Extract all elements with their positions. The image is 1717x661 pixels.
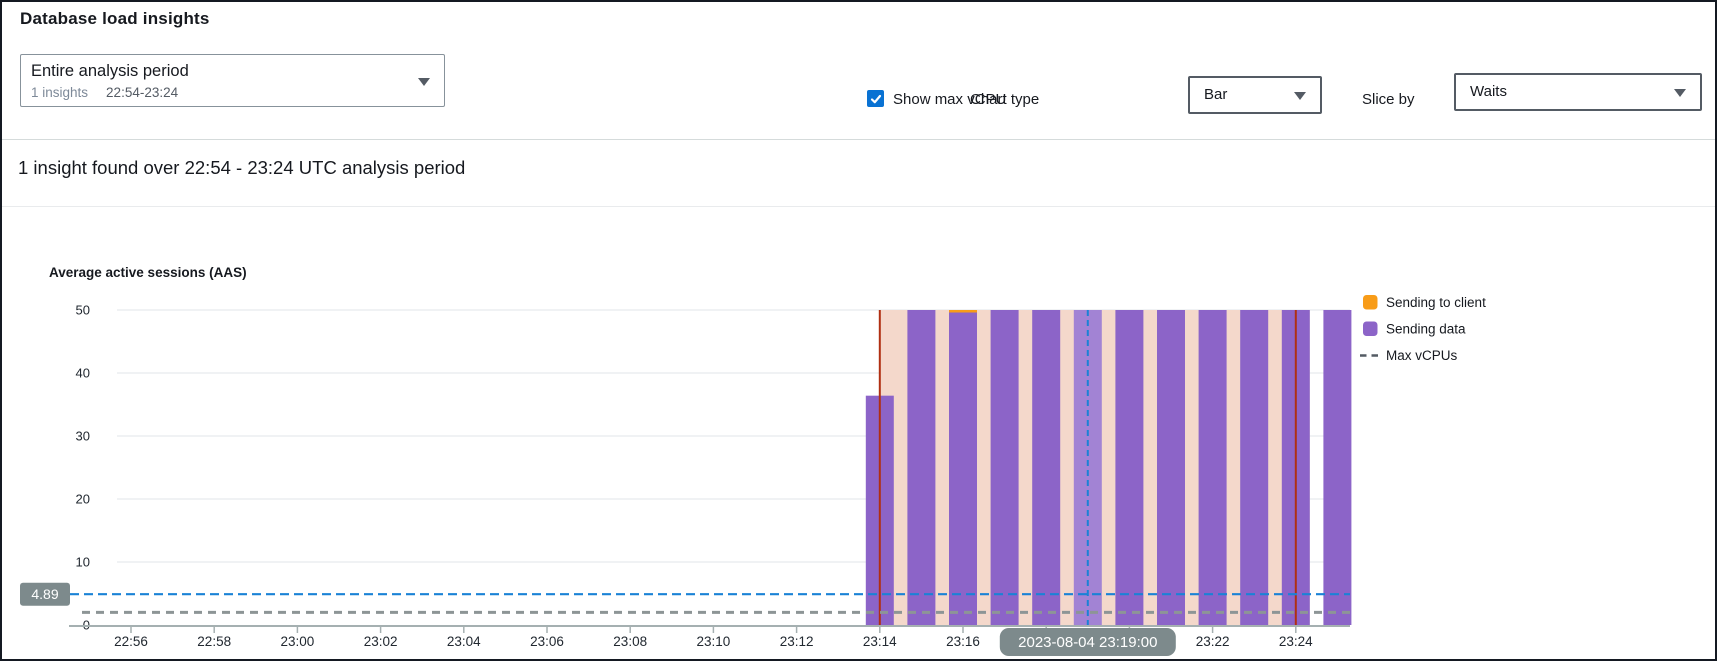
y-axis-tick-label: 40 [76, 366, 90, 381]
insight-summary-text: 1 insight found over 22:54 - 23:24 UTC a… [18, 157, 466, 178]
chevron-down-icon [1674, 89, 1686, 97]
slice-by-label: Slice by [1362, 91, 1415, 108]
y-axis-tick-label: 30 [76, 429, 90, 444]
bar-segment-sending-to-client[interactable] [949, 310, 977, 313]
show-max-vcpu-label: Show max vCPU [893, 91, 1007, 108]
y-axis-tick-label: 50 [76, 303, 90, 318]
legend-item-label: Sending data [1386, 322, 1466, 337]
x-axis-tick-label: 23:02 [364, 634, 398, 649]
aas-value-badge-label: 4.89 [31, 586, 58, 602]
bar-segment-sending-data[interactable] [1115, 310, 1144, 625]
bar-segment-sending-data[interactable] [1032, 310, 1061, 625]
bar-segment-sending-data[interactable] [1157, 310, 1185, 625]
legend-item-label: Sending to client [1386, 295, 1486, 310]
x-axis-tick-label: 23:08 [613, 634, 647, 649]
chart-type-value: Bar [1204, 86, 1228, 103]
analysis-period-meta: 1 insights 22:54-23:24 [31, 85, 178, 100]
bar-segment-sending-data[interactable] [1323, 310, 1352, 625]
show-max-vcpu-checkbox[interactable] [867, 90, 884, 107]
x-axis-tick-label: 23:24 [1279, 634, 1313, 649]
bar-segment-sending-data[interactable] [907, 310, 936, 625]
aas-bar-chart[interactable]: Average active sessions (AAS)01020304050… [2, 232, 1717, 661]
x-axis-tick-label: 22:56 [114, 634, 148, 649]
x-axis-tick-label: 23:12 [780, 634, 814, 649]
checkmark-icon [870, 94, 881, 103]
bar-segment-sending-data[interactable] [1198, 310, 1227, 625]
x-axis-tick-label: 23:10 [697, 634, 731, 649]
chart-title: Average active sessions (AAS) [49, 265, 247, 280]
sending-to-client-legend-swatch [1363, 295, 1378, 310]
bar-segment-sending-data[interactable] [1240, 310, 1269, 625]
sending-data-legend-swatch [1363, 321, 1378, 336]
crosshair-timestamp-badge [999, 628, 1176, 656]
aas-chart-area: Average active sessions (AAS)01020304050… [2, 232, 1717, 661]
aas-value-badge [20, 582, 70, 606]
legend-item-label: Max vCPUs [1386, 348, 1458, 363]
chart-type-select[interactable]: Bar [1188, 76, 1322, 114]
analysis-period-label: Entire analysis period [31, 62, 189, 80]
insights-count: 1 insights [31, 85, 89, 100]
x-axis-tick-label: 22:58 [197, 634, 231, 649]
period-range: 22:54-23:24 [106, 85, 179, 100]
y-axis-tick-label: 10 [76, 555, 90, 570]
bar-segment-sending-data[interactable] [1073, 310, 1102, 625]
slice-by-value: Waits [1470, 83, 1507, 100]
header-divider [2, 139, 1715, 140]
x-axis-tick-label: 23:16 [946, 634, 980, 649]
chevron-down-icon [418, 78, 430, 86]
x-axis-tick-label: 23:22 [1196, 634, 1230, 649]
x-axis-tick-label: 23:06 [530, 634, 564, 649]
section-divider [2, 206, 1715, 207]
x-axis-tick-label: 23:00 [281, 634, 315, 649]
slice-by-select[interactable]: Waits [1454, 73, 1702, 111]
chart-type-label: Chart type [970, 91, 1040, 108]
analysis-period-dropdown[interactable]: Entire analysis period 1 insights 22:54-2… [20, 54, 445, 107]
x-axis-tick-label: 23:14 [863, 634, 897, 649]
y-axis-tick-label: 20 [76, 492, 90, 507]
x-axis-tick-label: 23:04 [447, 634, 481, 649]
chevron-down-icon [1294, 92, 1306, 100]
page-title: Database load insights [20, 9, 210, 28]
bar-segment-sending-data[interactable] [949, 312, 977, 626]
crosshair-timestamp-label: 2023-08-04 23:19:00 [1018, 634, 1157, 651]
bar-segment-sending-data[interactable] [990, 310, 1019, 625]
